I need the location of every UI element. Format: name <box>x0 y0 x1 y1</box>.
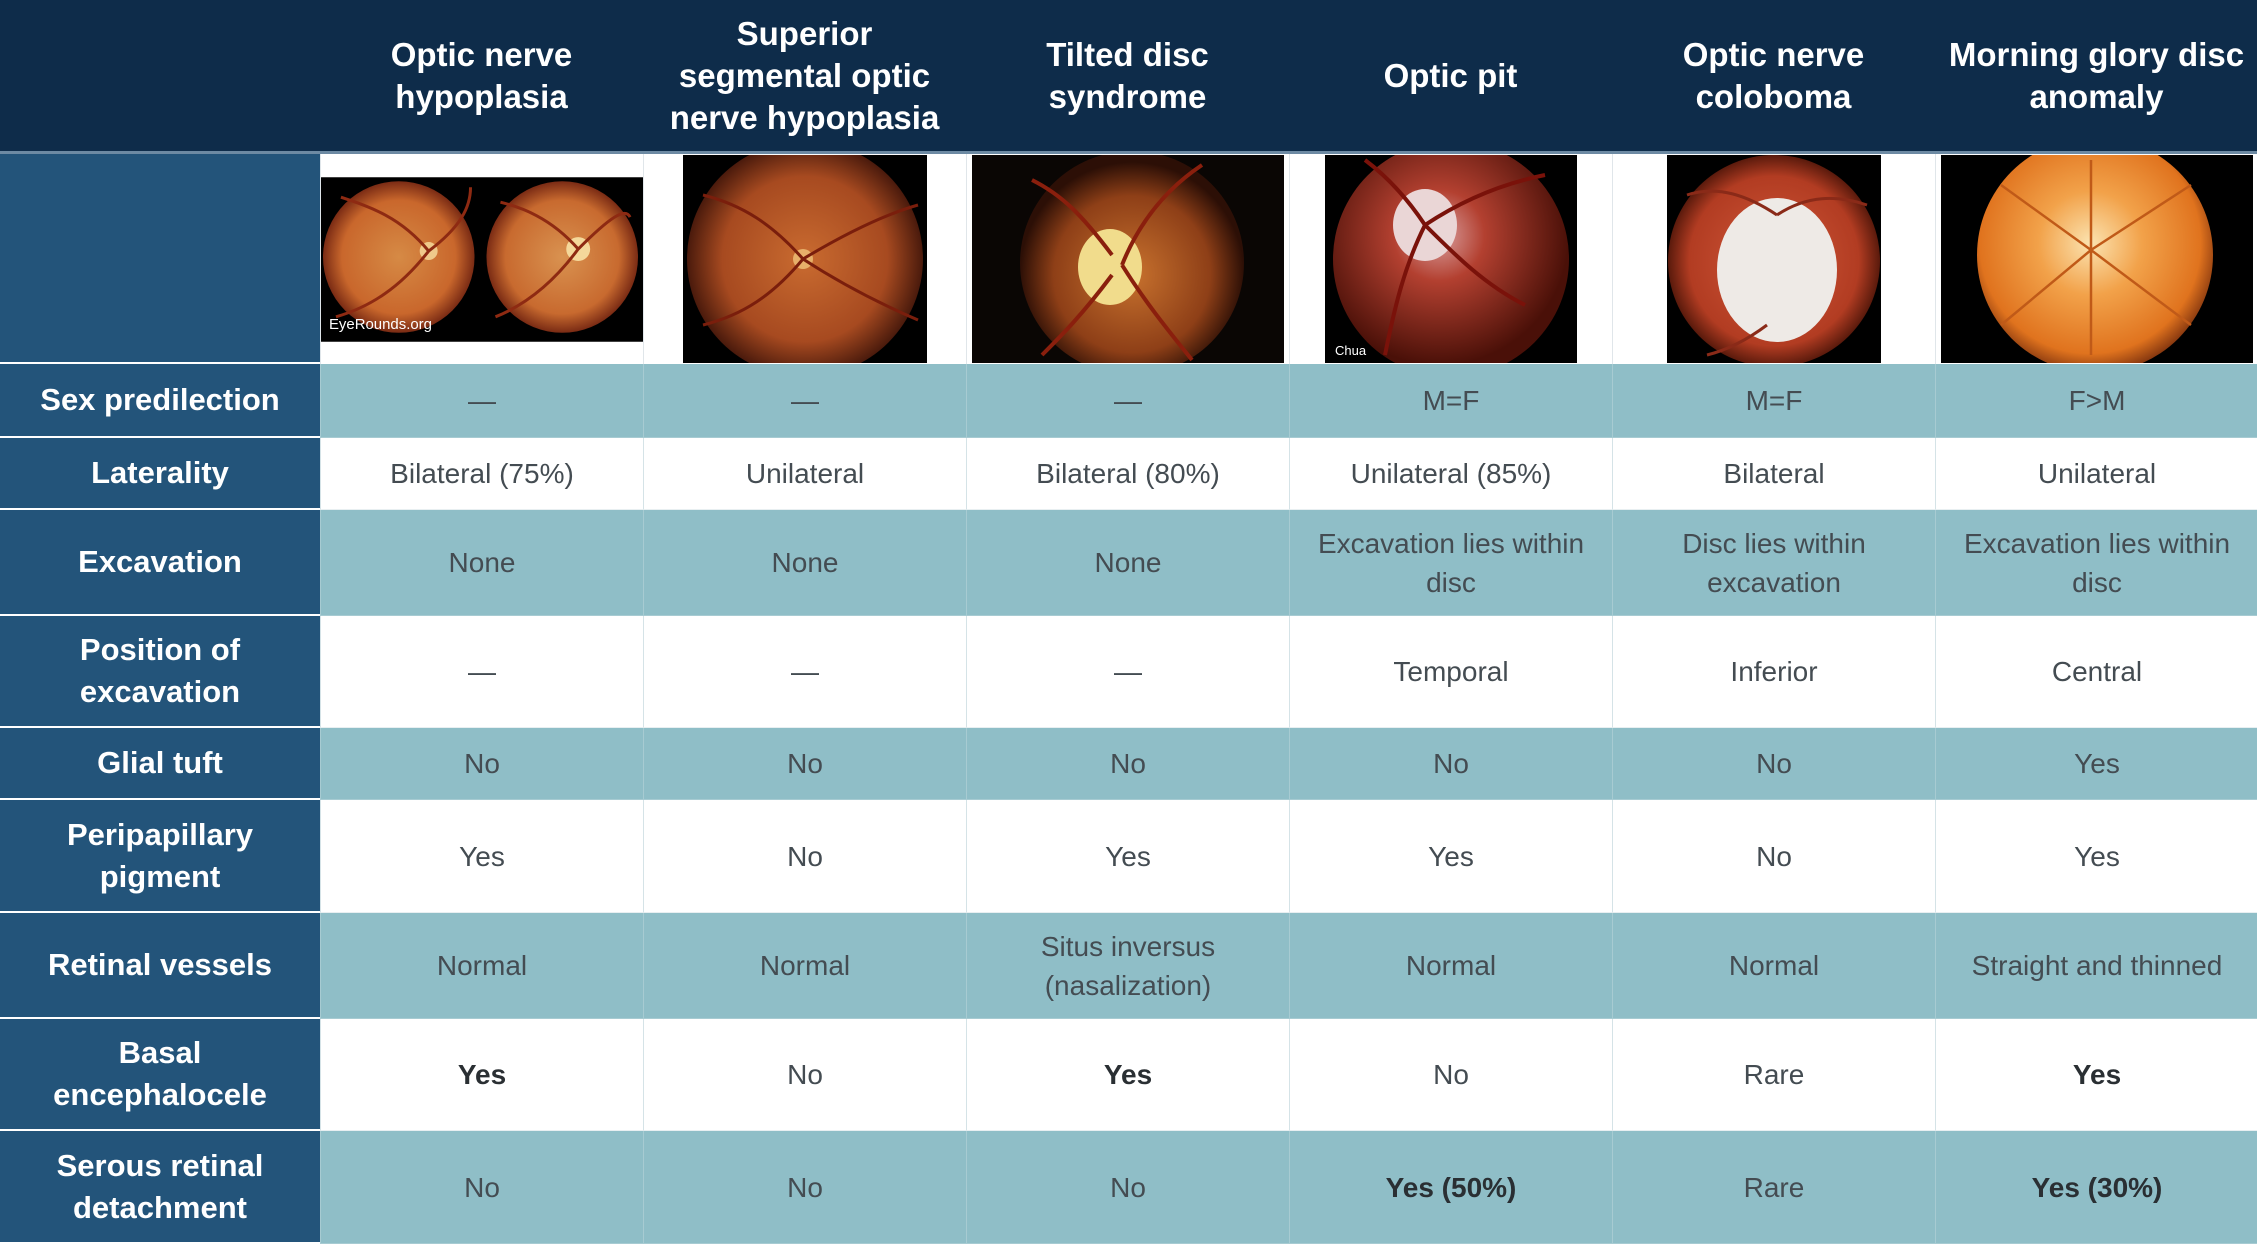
fundus-image-cell-4: Chua <box>1289 154 1612 364</box>
cell-sex-predilection-5: M=F <box>1612 364 1935 438</box>
cell-glial-tuft-2: No <box>643 728 966 800</box>
cell-laterality-4: Unilateral (85%) <box>1289 438 1612 510</box>
column-header-superior-segmental-hypoplasia: Superior segmental optic nerve hypoplasi… <box>643 0 966 154</box>
cell-basal-encephalocele-4: No <box>1289 1019 1612 1131</box>
cell-retinal-vessels-2: Normal <box>643 913 966 1019</box>
cell-retinal-vessels-5: Normal <box>1612 913 1935 1019</box>
chua-credit: Chua <box>1335 343 1367 358</box>
cell-retinal-vessels-6: Straight and thinned <box>1935 913 2257 1019</box>
cell-basal-encephalocele-2: No <box>643 1019 966 1131</box>
column-header-morning-glory-disc: Morning glory disc anomaly <box>1935 0 2257 154</box>
cell-glial-tuft-3: No <box>966 728 1289 800</box>
cell-sex-predilection-2: — <box>643 364 966 438</box>
cell-position-of-excavation-3: — <box>966 616 1289 728</box>
fundus-photo-morning-glory <box>1941 155 2253 363</box>
fundus-image-cell-2 <box>643 154 966 364</box>
column-header-tilted-disc-syndrome: Tilted disc syndrome <box>966 0 1289 154</box>
column-header-optic-nerve-hypoplasia: Optic nerve hypoplasia <box>320 0 643 154</box>
cell-retinal-vessels-4: Normal <box>1289 913 1612 1019</box>
cell-glial-tuft-5: No <box>1612 728 1935 800</box>
fundus-photo-optic-nerve-coloboma <box>1667 155 1881 363</box>
cell-retinal-vessels-1: Normal <box>320 913 643 1019</box>
cell-laterality-2: Unilateral <box>643 438 966 510</box>
row-label-peripapillary-pigment: Peripapillary pigment <box>0 800 320 913</box>
cell-excavation-3: None <box>966 510 1289 616</box>
cell-serous-retinal-detachment-5: Rare <box>1612 1131 1935 1244</box>
cell-basal-encephalocele-1: Yes <box>320 1019 643 1131</box>
fundus-photo-tilted-disc <box>972 155 1284 363</box>
column-header-optic-pit: Optic pit <box>1289 0 1612 154</box>
cell-basal-encephalocele-3: Yes <box>966 1019 1289 1131</box>
cell-position-of-excavation-2: — <box>643 616 966 728</box>
row-label-basal-encephalocele: Basal encephalocele <box>0 1019 320 1131</box>
cell-serous-retinal-detachment-4: Yes (50%) <box>1289 1131 1612 1244</box>
cell-peripapillary-pigment-4: Yes <box>1289 800 1612 913</box>
cell-laterality-6: Unilateral <box>1935 438 2257 510</box>
cell-position-of-excavation-5: Inferior <box>1612 616 1935 728</box>
fundus-image-cell-6 <box>1935 154 2257 364</box>
row-label-excavation: Excavation <box>0 510 320 616</box>
cell-glial-tuft-4: No <box>1289 728 1612 800</box>
cell-serous-retinal-detachment-6: Yes (30%) <box>1935 1131 2257 1244</box>
fundus-photo-superior-segmental <box>683 155 927 363</box>
cell-basal-encephalocele-6: Yes <box>1935 1019 2257 1131</box>
fundus-image-cell-1: EyeRounds.org <box>320 154 643 364</box>
cell-glial-tuft-1: No <box>320 728 643 800</box>
cell-sex-predilection-3: — <box>966 364 1289 438</box>
cell-serous-retinal-detachment-2: No <box>643 1131 966 1244</box>
cell-excavation-6: Excavation lies within disc <box>1935 510 2257 616</box>
cell-glial-tuft-6: Yes <box>1935 728 2257 800</box>
cell-position-of-excavation-6: Central <box>1935 616 2257 728</box>
cell-laterality-3: Bilateral (80%) <box>966 438 1289 510</box>
cell-peripapillary-pigment-6: Yes <box>1935 800 2257 913</box>
cell-excavation-5: Disc lies within excavation <box>1612 510 1935 616</box>
cell-sex-predilection-6: F>M <box>1935 364 2257 438</box>
cell-sex-predilection-1: — <box>320 364 643 438</box>
corner-header <box>0 0 320 154</box>
row-label-position-of-excavation: Position of excavation <box>0 616 320 728</box>
cell-position-of-excavation-1: — <box>320 616 643 728</box>
cell-basal-encephalocele-5: Rare <box>1612 1019 1935 1131</box>
fundus-photo-optic-nerve-hypoplasia: EyeRounds.org <box>321 176 643 342</box>
fundus-photo-optic-pit: Chua <box>1325 155 1577 363</box>
cell-retinal-vessels-3: Situs inversus (nasalization) <box>966 913 1289 1019</box>
fundus-image-cell-5 <box>1612 154 1935 364</box>
cell-position-of-excavation-4: Temporal <box>1289 616 1612 728</box>
cell-peripapillary-pigment-1: Yes <box>320 800 643 913</box>
cell-excavation-4: Excavation lies within disc <box>1289 510 1612 616</box>
cell-excavation-2: None <box>643 510 966 616</box>
row-label-laterality: Laterality <box>0 438 320 510</box>
row-label-retinal-vessels: Retinal vessels <box>0 913 320 1019</box>
row-label-sex-predilection: Sex predilection <box>0 364 320 438</box>
row-label-serous-retinal-detachment: Serous retinal detachment <box>0 1131 320 1244</box>
cell-serous-retinal-detachment-1: No <box>320 1131 643 1244</box>
cell-sex-predilection-4: M=F <box>1289 364 1612 438</box>
fundus-image-cell-3 <box>966 154 1289 364</box>
cell-peripapillary-pigment-5: No <box>1612 800 1935 913</box>
row-label-glial-tuft: Glial tuft <box>0 728 320 800</box>
cell-peripapillary-pigment-3: Yes <box>966 800 1289 913</box>
cell-excavation-1: None <box>320 510 643 616</box>
cell-laterality-1: Bilateral (75%) <box>320 438 643 510</box>
cell-serous-retinal-detachment-3: No <box>966 1131 1289 1244</box>
eyerounds-watermark: EyeRounds.org <box>329 315 432 332</box>
column-header-optic-nerve-coloboma: Optic nerve coloboma <box>1612 0 1935 154</box>
cell-peripapillary-pigment-2: No <box>643 800 966 913</box>
image-row-label <box>0 154 320 364</box>
cell-laterality-5: Bilateral <box>1612 438 1935 510</box>
